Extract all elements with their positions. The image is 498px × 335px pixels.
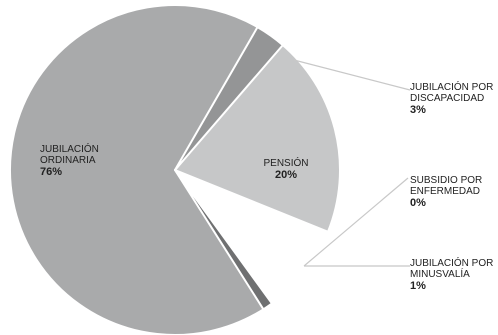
- slice-label-pension-line-1: PENSIÓN: [263, 156, 308, 169]
- pie-slice-pension: [174, 42, 341, 233]
- leader-line-discapacidad: [293, 59, 411, 91]
- slice-value-discapacidad: 3%: [410, 104, 426, 116]
- slice-label-discapacidad-line-2: DISCAPACIDAD: [410, 93, 484, 104]
- slice-label-discapacidad-line-1: JUBILACIÓN POR: [410, 80, 493, 93]
- slice-label-minusvalia-line-2: MINUSVALÍA: [410, 267, 470, 280]
- pie-slices: [9, 4, 341, 335]
- slice-label-enfermedad-line-2: ENFERMEDAD: [410, 186, 480, 197]
- slice-label-ordinaria-line-1: JUBILACIÓN: [40, 142, 99, 155]
- leader-lines: [293, 59, 411, 267]
- pie-slice-minusvalia: [174, 169, 273, 311]
- slice-value-minusvalia: 1%: [410, 280, 426, 292]
- slice-label-ordinaria-line-2: ORDINARIA: [40, 155, 96, 166]
- slice-value-ordinaria: 76%: [40, 166, 62, 178]
- leader-line-enfermedad: [303, 177, 409, 267]
- slice-value-pension: 20%: [275, 169, 297, 181]
- slice-label-minusvalia-line-1: JUBILACIÓN POR: [410, 256, 493, 269]
- pie-slice-discapacidad: [174, 26, 284, 171]
- slice-value-enfermedad: 0%: [410, 197, 426, 209]
- slice-label-enfermedad-line-1: SUBSIDIO POR: [410, 175, 482, 186]
